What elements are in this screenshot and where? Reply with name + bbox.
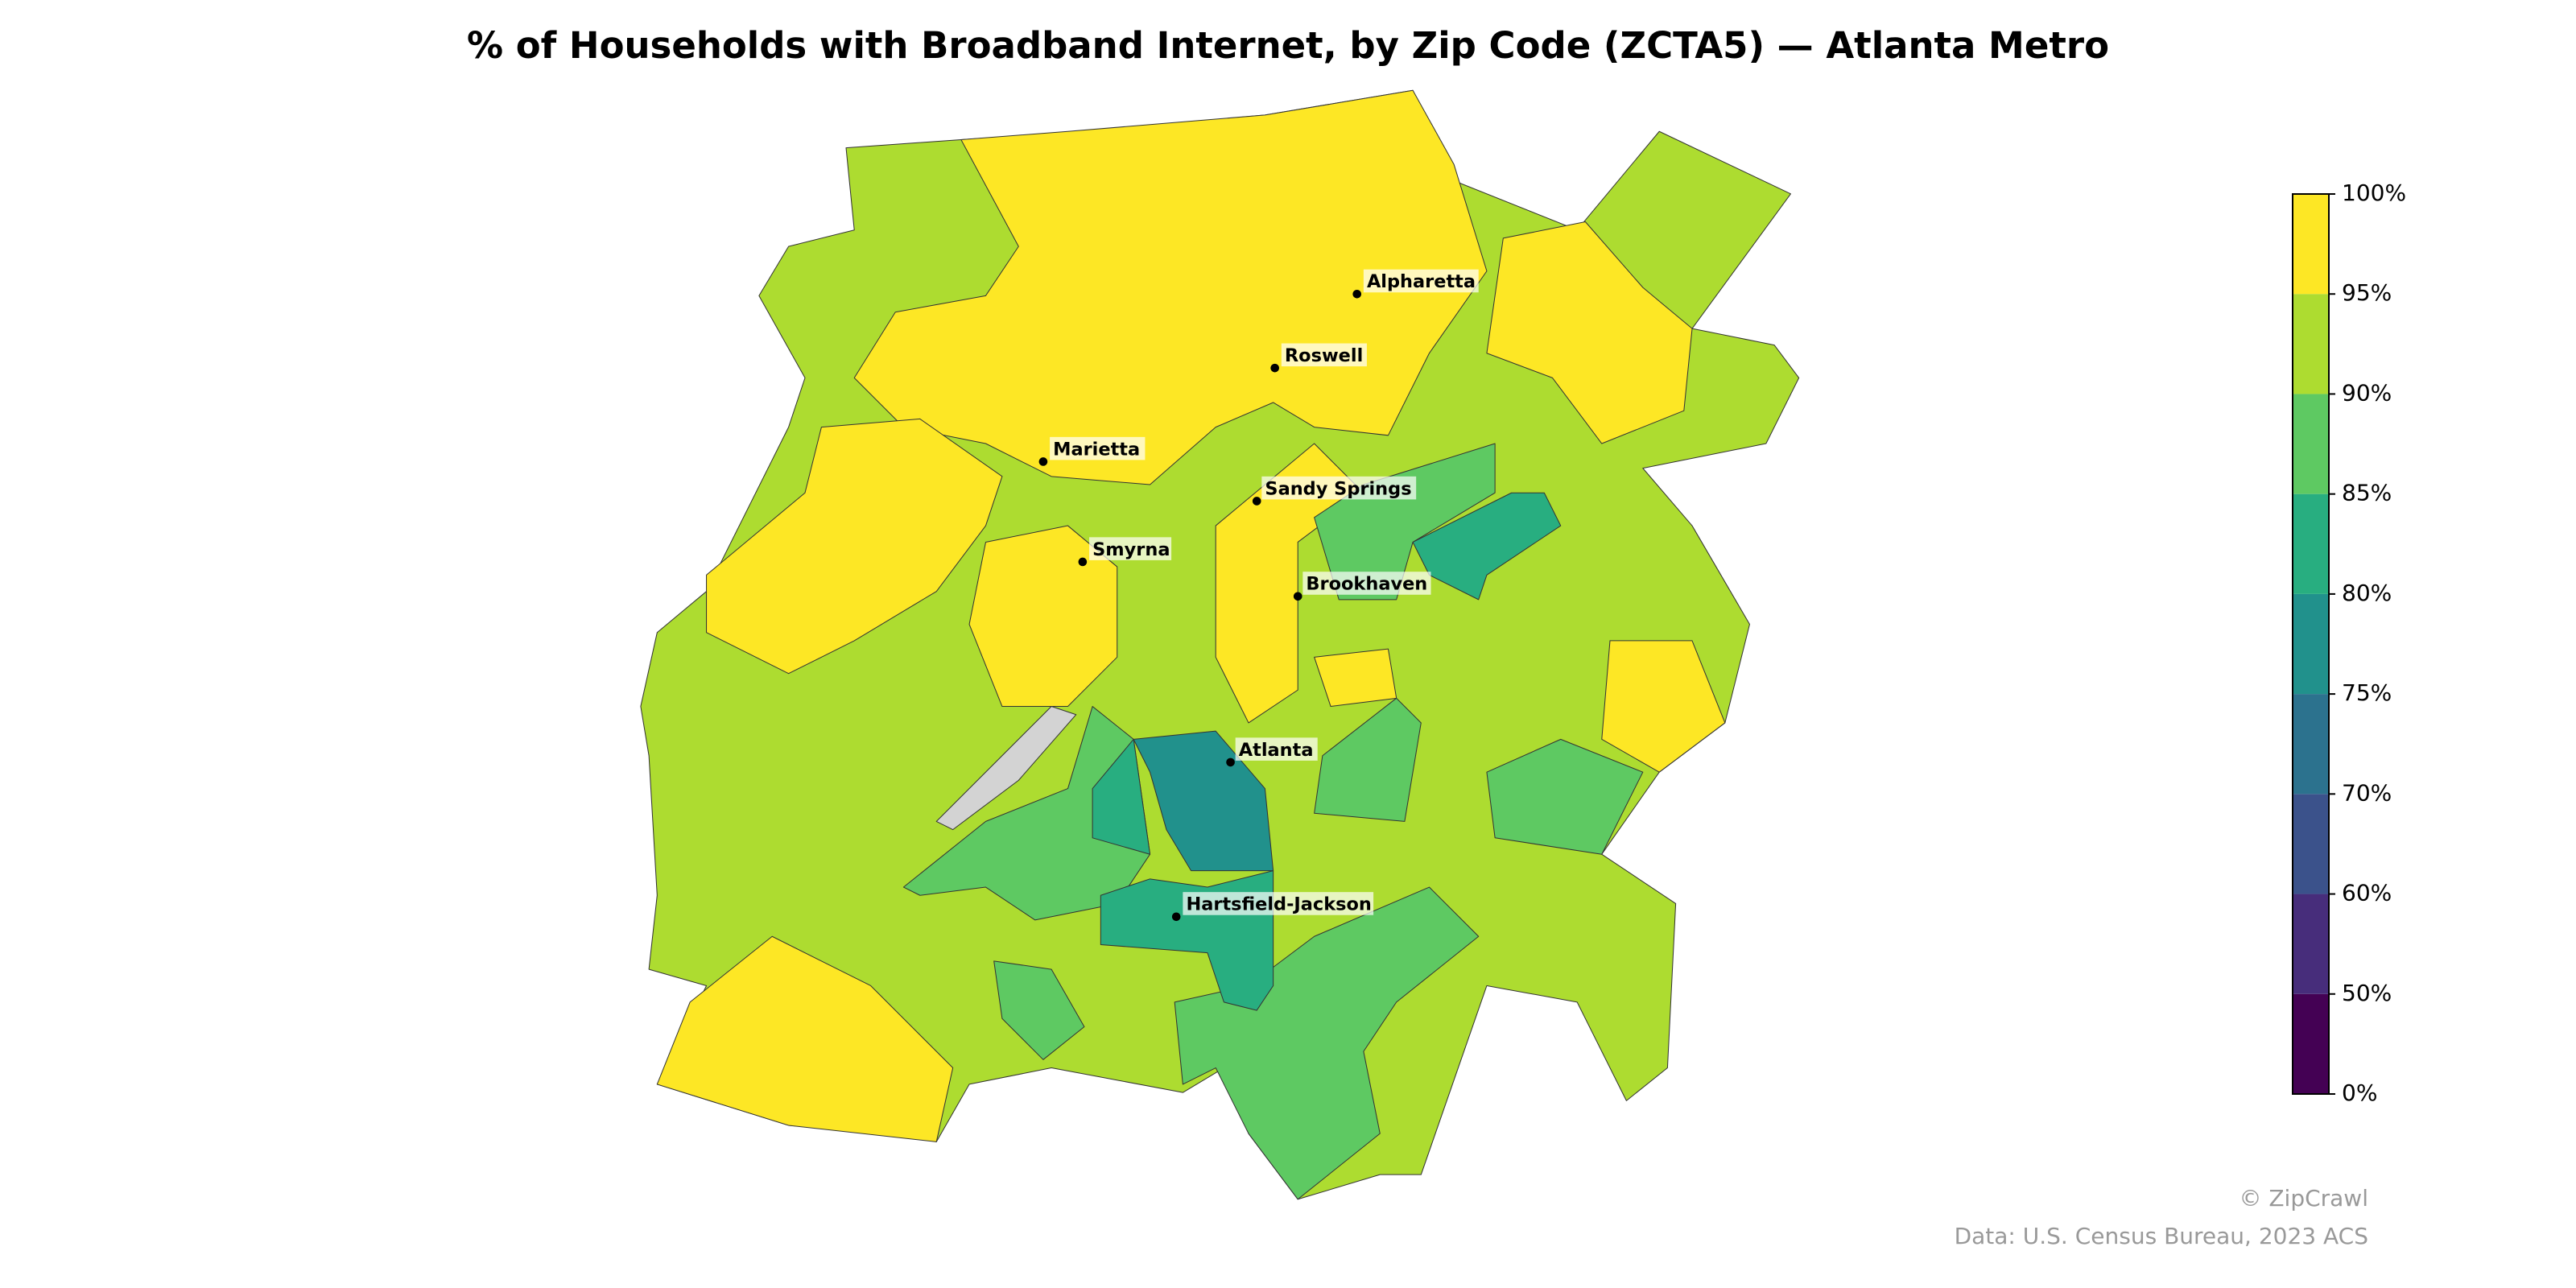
zip-region bbox=[1174, 886, 1480, 1200]
zip-region bbox=[1314, 697, 1422, 822]
zip-region bbox=[1601, 640, 1726, 773]
colorbar-tick-label: 95% bbox=[2342, 279, 2392, 306]
city-marker bbox=[1352, 289, 1362, 299]
colorbar-bin bbox=[2293, 194, 2329, 295]
zip-region bbox=[853, 89, 1488, 485]
city: Atlanta bbox=[1226, 737, 1318, 767]
city-label-bg bbox=[1281, 343, 1367, 367]
zip-region bbox=[1486, 738, 1644, 855]
city-label: Alpharetta bbox=[1367, 271, 1476, 292]
zip-region bbox=[1133, 730, 1274, 872]
colorbar-bin bbox=[2293, 493, 2329, 594]
colorbar-tick-label: 70% bbox=[2342, 779, 2392, 806]
colorbar-bin bbox=[2293, 694, 2329, 795]
city-label-bg bbox=[1235, 737, 1318, 761]
city: Roswell bbox=[1270, 343, 1367, 373]
zip-region bbox=[935, 706, 1077, 831]
colorbar-bin bbox=[2293, 894, 2329, 994]
city-marker bbox=[1252, 497, 1261, 506]
city-label: Marietta bbox=[1053, 439, 1140, 460]
colorbar-bin bbox=[2293, 593, 2329, 695]
zip-region bbox=[1412, 492, 1562, 601]
city-label: Smyrna bbox=[1092, 539, 1170, 560]
city-marker bbox=[1038, 457, 1048, 466]
city-marker bbox=[1078, 557, 1088, 567]
city: Hartsfield-Jackson bbox=[1171, 892, 1374, 922]
zip-region bbox=[706, 418, 1003, 675]
zip-region bbox=[1486, 221, 1693, 444]
colorbar-tick-label: 60% bbox=[2342, 880, 2392, 906]
city-label: Brookhaven bbox=[1306, 574, 1427, 595]
colorbar-bin bbox=[2293, 794, 2329, 894]
map-title: % of Households with Broadband Internet,… bbox=[467, 24, 2109, 67]
city-label: Hartsfield-Jackson bbox=[1186, 894, 1371, 915]
colorbar-tick-label: 50% bbox=[2342, 980, 2392, 1006]
city-marker bbox=[1270, 363, 1279, 373]
colorbar-frame bbox=[2292, 193, 2330, 1095]
credit: © ZipCrawl bbox=[2239, 1185, 2368, 1212]
colorbar-bin bbox=[2293, 993, 2329, 1094]
city-marker bbox=[1293, 592, 1302, 601]
city: Alpharetta bbox=[1352, 269, 1479, 299]
city-label: Atlanta bbox=[1239, 740, 1314, 761]
zip-region bbox=[1092, 738, 1151, 855]
city: Brookhaven bbox=[1293, 572, 1431, 601]
city-label-bg bbox=[1050, 436, 1146, 460]
colorbar-bin bbox=[2293, 294, 2329, 394]
colorbar-tick-label: 80% bbox=[2342, 580, 2392, 606]
city: Smyrna bbox=[1078, 537, 1172, 567]
colorbar-tick-label: 85% bbox=[2342, 480, 2392, 506]
colorbar-tick-label: 90% bbox=[2342, 379, 2392, 406]
city-label-bg bbox=[1183, 892, 1374, 915]
city-label-bg bbox=[1089, 537, 1172, 560]
colorbar-tick-label: 100% bbox=[2342, 180, 2406, 206]
city-marker bbox=[1171, 912, 1181, 922]
zip-region bbox=[993, 960, 1085, 1060]
city: Sandy Springs bbox=[1252, 476, 1417, 506]
city-label-bg bbox=[1363, 269, 1479, 293]
data-source: Data: U.S. Census Bureau, 2023 ACS bbox=[1955, 1223, 2368, 1249]
city-label-bg bbox=[1302, 572, 1431, 595]
colorbar-tick-label: 75% bbox=[2342, 679, 2392, 706]
city-label: Roswell bbox=[1285, 345, 1363, 366]
colorbar-tick-label: 0% bbox=[2342, 1080, 2377, 1106]
city-marker bbox=[1226, 758, 1235, 767]
city-label: Sandy Springs bbox=[1265, 478, 1411, 499]
colorbar: 0% 50% 60% 70% 75% 80% 85% 90% 95% 100% bbox=[2292, 180, 2406, 1106]
zip-region bbox=[968, 525, 1118, 708]
city-label-bg bbox=[1261, 476, 1417, 500]
zip-region bbox=[656, 935, 954, 1142]
city: Marietta bbox=[1038, 436, 1146, 466]
colorbar-bin bbox=[2293, 394, 2329, 494]
map-area: Alpharetta Roswell Marietta Sandy Spring… bbox=[640, 89, 1800, 1200]
